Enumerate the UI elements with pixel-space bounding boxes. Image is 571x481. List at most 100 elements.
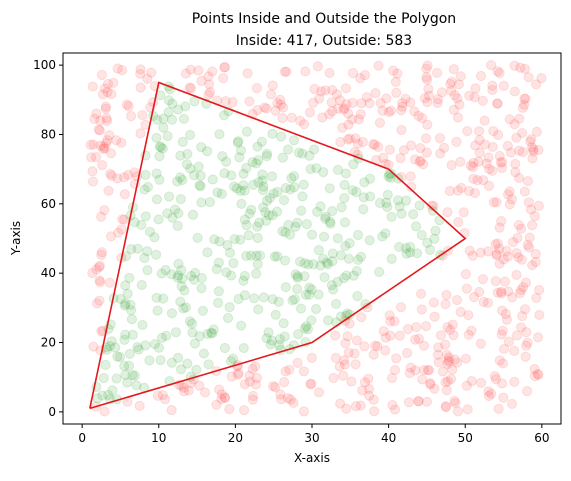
- outside-point: [424, 90, 435, 101]
- outside-point: [97, 160, 108, 171]
- outside-point: [404, 367, 415, 379]
- inside-point: [273, 296, 284, 307]
- outside-point: [402, 324, 414, 335]
- inside-point: [175, 364, 187, 375]
- outside-point: [434, 133, 446, 144]
- outside-point: [108, 77, 119, 88]
- outside-point: [520, 277, 532, 288]
- inside-point: [155, 355, 166, 366]
- inside-point: [166, 357, 177, 368]
- outside-point: [178, 382, 189, 393]
- outside-point: [344, 133, 355, 144]
- inside-point: [323, 315, 334, 326]
- inside-point: [170, 327, 182, 338]
- outside-point: [142, 73, 153, 85]
- inside-point: [180, 101, 191, 112]
- outside-point: [104, 130, 115, 141]
- outside-point: [455, 306, 466, 318]
- inside-point: [261, 148, 273, 159]
- inside-point: [322, 259, 334, 270]
- outside-point: [166, 405, 177, 416]
- inside-point: [140, 211, 151, 222]
- outside-point: [497, 305, 508, 316]
- inside-point: [202, 328, 213, 340]
- outside-point: [513, 252, 524, 263]
- inside-point: [203, 359, 214, 370]
- outside-point: [458, 207, 469, 218]
- outside-point: [475, 338, 486, 349]
- outside-point: [415, 288, 427, 299]
- outside-point: [504, 114, 515, 125]
- outside-point: [298, 366, 310, 377]
- inside-point: [246, 250, 257, 261]
- outside-point: [380, 332, 391, 343]
- inside-point: [274, 334, 285, 345]
- outside-point: [514, 288, 526, 299]
- outside-point: [516, 254, 527, 265]
- inside-point: [293, 329, 304, 340]
- outside-point: [280, 366, 291, 377]
- outside-point: [470, 83, 481, 94]
- inside-point: [355, 251, 367, 262]
- inside-point: [202, 247, 213, 258]
- outside-point: [425, 378, 436, 389]
- outside-point: [276, 394, 287, 405]
- inside-point: [239, 185, 250, 196]
- inside-point: [427, 205, 438, 216]
- inside-point: [175, 172, 186, 183]
- inside-point: [266, 171, 278, 182]
- outside-point: [474, 286, 485, 298]
- inside-point: [299, 323, 311, 334]
- outside-point: [440, 401, 451, 412]
- inside-point: [251, 250, 262, 261]
- outside-point: [531, 292, 542, 304]
- inside-point: [278, 318, 289, 329]
- outside-point: [520, 93, 531, 104]
- outside-point: [251, 83, 263, 94]
- outside-point: [380, 345, 391, 356]
- outside-point: [448, 330, 459, 341]
- outside-point: [116, 137, 127, 148]
- inside-point: [290, 269, 301, 280]
- outside-point: [469, 292, 480, 303]
- outside-point: [406, 181, 417, 192]
- outside-point: [242, 68, 253, 79]
- outside-point: [494, 355, 505, 366]
- inside-point: [206, 327, 217, 338]
- inside-point: [293, 147, 304, 158]
- inside-point: [279, 255, 291, 266]
- inside-point: [309, 144, 320, 155]
- inside-point: [209, 234, 220, 245]
- inside-point: [267, 294, 278, 305]
- outside-point: [496, 329, 507, 340]
- outside-point: [435, 148, 446, 159]
- outside-point: [510, 167, 521, 178]
- inside-point: [195, 181, 206, 192]
- outside-point: [487, 84, 498, 96]
- inside-point: [327, 205, 338, 217]
- outside-point: [446, 76, 457, 87]
- outside-point: [486, 60, 497, 71]
- inside-point: [178, 113, 190, 125]
- outside-point: [368, 139, 379, 150]
- inside-point: [196, 283, 207, 294]
- outside-point: [95, 115, 106, 126]
- inside-point: [339, 179, 350, 191]
- inside-point: [233, 136, 244, 147]
- inside-point: [184, 316, 195, 327]
- inside-point: [247, 157, 258, 168]
- inside-point: [344, 237, 355, 249]
- inside-point: [151, 168, 162, 179]
- outside-point: [466, 325, 477, 336]
- y-tick-label: 20: [41, 336, 56, 350]
- outside-point: [452, 185, 464, 196]
- inside-point: [312, 206, 323, 218]
- outside-point: [494, 68, 505, 79]
- outside-point: [359, 377, 371, 388]
- inside-point: [213, 257, 224, 268]
- inside-point: [280, 282, 291, 293]
- outside-point: [506, 398, 518, 410]
- outside-point: [464, 245, 475, 256]
- outside-point: [330, 330, 341, 341]
- outside-point: [533, 284, 545, 296]
